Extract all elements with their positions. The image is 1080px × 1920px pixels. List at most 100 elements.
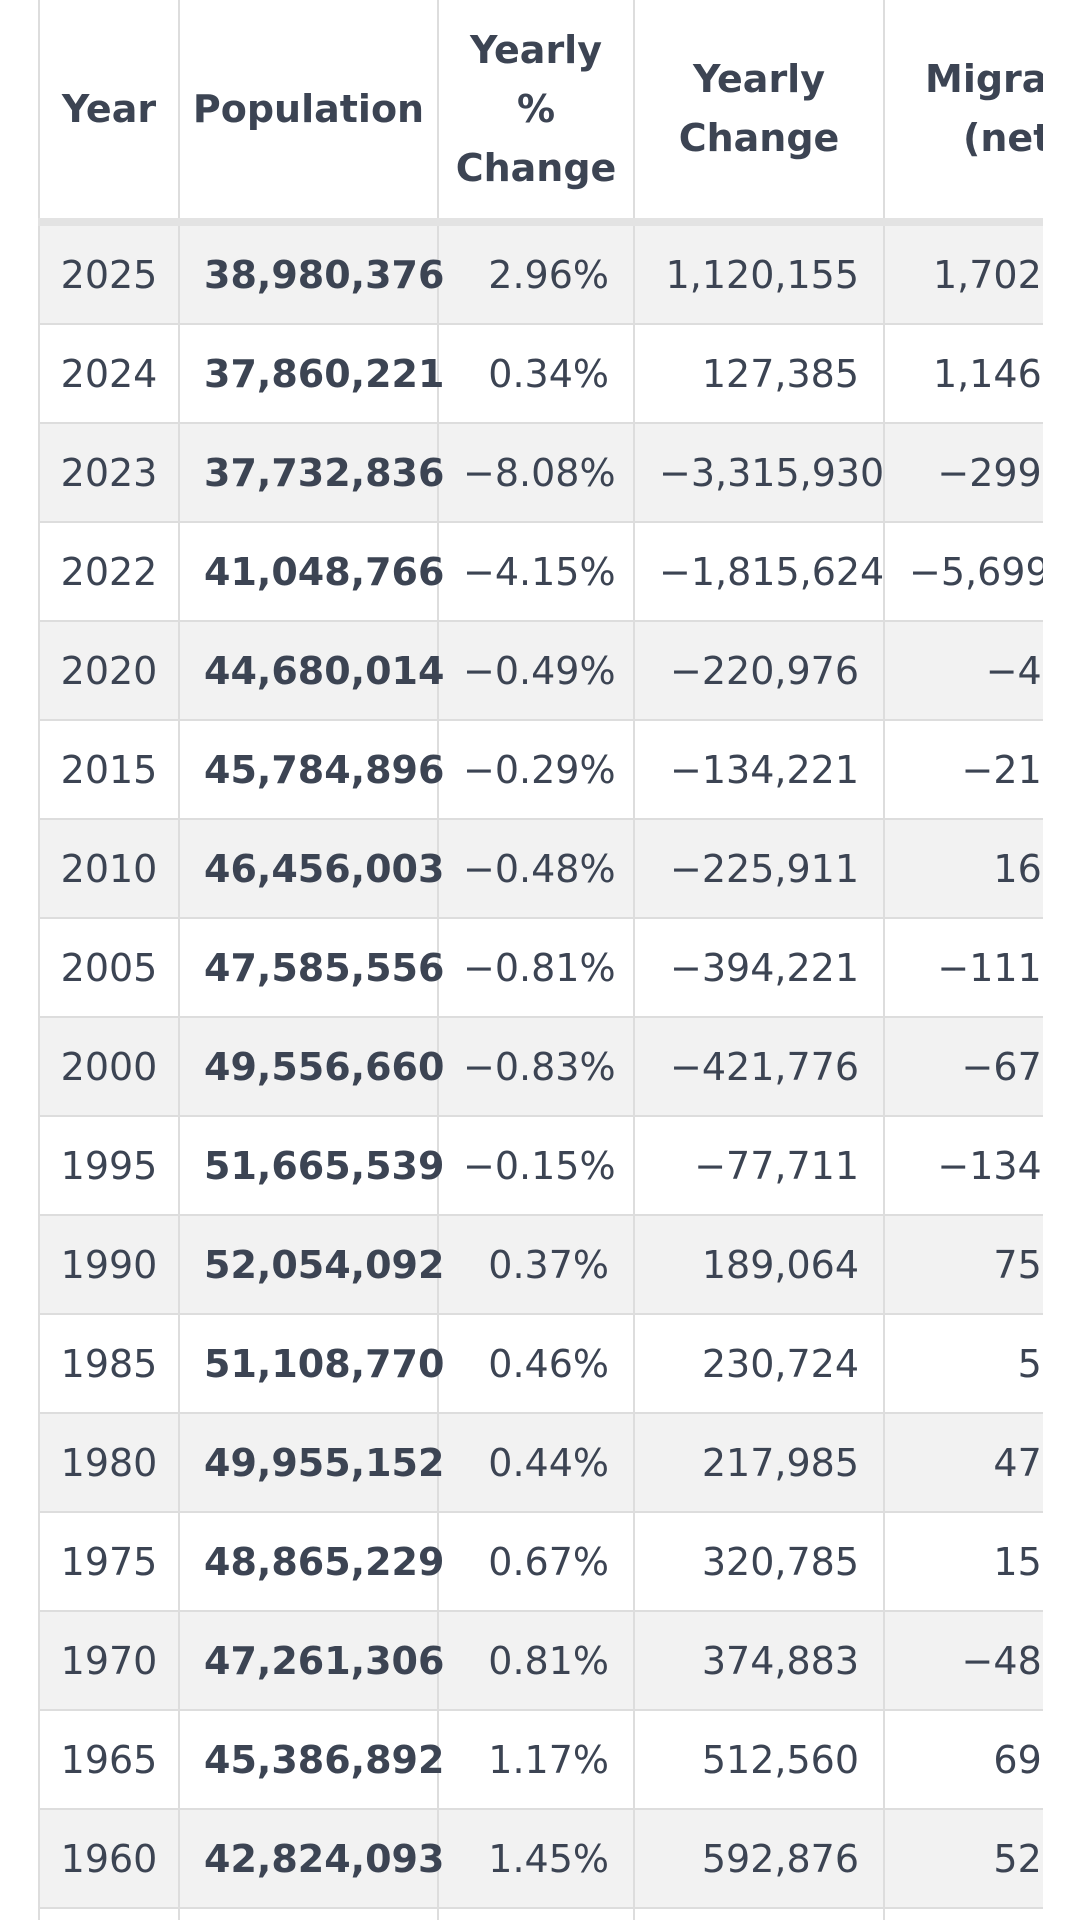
yearly-change-cell: −77,711 — [633, 1115, 885, 1216]
migrants-net-cell: 52,3 — [883, 1808, 1043, 1909]
population-cell: 44,680,014 — [178, 620, 444, 721]
population-cell: 52,054,092 — [178, 1214, 444, 1315]
yearly-change-cell: −225,911 — [633, 818, 885, 919]
yearly-percent-change-cell: −4.15% — [437, 521, 635, 622]
header-migrants-net[interactable]: Migrants (net) — [883, 0, 1043, 226]
yearly-percent-change-cell: −8.08% — [437, 422, 635, 523]
migrants-net-cell: 47,4 — [883, 1412, 1043, 1513]
yearly-percent-change-cell: 0.34% — [437, 323, 635, 424]
yearly-change-cell: −394,221 — [633, 917, 885, 1018]
population-cell: 45,386,892 — [178, 1709, 444, 1810]
yearly-change-cell: 374,883 — [633, 1610, 885, 1711]
year-cell: 1965 — [38, 1709, 180, 1810]
table-body: 202538,980,3762.96%1,120,1551,702,320243… — [38, 221, 1043, 1920]
migrants-net-cell: 1,146,0 — [883, 323, 1043, 424]
year-cell: 1955 — [38, 1907, 180, 1920]
header-yearly-percent-change[interactable]: Yearly % Change — [437, 0, 635, 226]
yearly-change-cell: −3,315,930 — [633, 422, 885, 523]
table-header: Year Population Yearly % Change Yearly C… — [38, 0, 1043, 226]
migrants-net-cell: 1,702,3 — [883, 221, 1043, 325]
year-cell: 2005 — [38, 917, 180, 1018]
population-cell: 48,865,229 — [178, 1511, 444, 1612]
yearly-percent-change-cell: 0.46% — [437, 1313, 635, 1414]
yearly-percent-change-cell: −0.81% — [437, 917, 635, 1018]
migrants-net-cell: −134,0 — [883, 1115, 1043, 1216]
header-population[interactable]: Population — [178, 0, 439, 226]
year-cell: 1995 — [38, 1115, 180, 1216]
yearly-percent-change-cell: 0.81% — [437, 1610, 635, 1711]
yearly-percent-change-cell: 0.44% — [437, 1412, 635, 1513]
year-cell: 2022 — [38, 521, 180, 622]
yearly-percent-change-cell: −0.29% — [437, 719, 635, 820]
year-cell: 2024 — [38, 323, 180, 424]
year-cell: 1970 — [38, 1610, 180, 1711]
yearly-percent-change-cell: −0.83% — [437, 1016, 635, 1117]
yearly-change-cell: 217,985 — [633, 1412, 885, 1513]
yearly-percent-change-cell: 0.37% — [437, 1214, 635, 1315]
yearly-change-cell: 1,120,155 — [633, 221, 885, 325]
migrants-net-cell: 16,0 — [883, 818, 1043, 919]
year-cell: 1990 — [38, 1214, 180, 1315]
migrants-net-cell — [883, 1907, 1043, 1920]
population-table-viewport[interactable]: Year Population Yearly % Change Yearly C… — [38, 0, 1043, 1920]
yearly-change-cell: 512,560 — [633, 1709, 885, 1810]
yearly-change-cell — [633, 1907, 885, 1920]
year-cell: 1985 — [38, 1313, 180, 1414]
yearly-change-cell: −421,776 — [633, 1016, 885, 1117]
population-cell: 47,261,306 — [178, 1610, 444, 1711]
yearly-percent-change-cell: 0.67% — [437, 1511, 635, 1612]
table-row: 1955 — [38, 1907, 1043, 1920]
year-cell: 1960 — [38, 1808, 180, 1909]
header-year[interactable]: Year — [38, 0, 180, 226]
header-yearly-change[interactable]: Yearly Change — [633, 0, 885, 226]
population-cell: 51,108,770 — [178, 1313, 444, 1414]
population-cell: 37,732,836 — [178, 422, 444, 523]
year-cell: 2000 — [38, 1016, 180, 1117]
migrants-net-cell: 5,5 — [883, 1313, 1043, 1414]
yearly-percent-change-cell: −0.48% — [437, 818, 635, 919]
year-cell: 2010 — [38, 818, 180, 919]
yearly-change-cell: −220,976 — [633, 620, 885, 721]
migrants-net-cell: −5,699,4 — [883, 521, 1043, 622]
yearly-change-cell: 320,785 — [633, 1511, 885, 1612]
year-cell: 2025 — [38, 221, 180, 325]
migrants-net-cell: 69,3 — [883, 1709, 1043, 1810]
year-cell: 2015 — [38, 719, 180, 820]
population-cell: 47,585,556 — [178, 917, 444, 1018]
population-cell: 38,980,376 — [178, 221, 444, 325]
yearly-percent-change-cell — [437, 1907, 635, 1920]
yearly-percent-change-cell: 2.96% — [437, 221, 635, 325]
population-cell: 51,665,539 — [178, 1115, 444, 1216]
migrants-net-cell: 75,7 — [883, 1214, 1043, 1315]
year-cell: 2023 — [38, 422, 180, 523]
population-cell: 41,048,766 — [178, 521, 444, 622]
yearly-percent-change-cell: 1.17% — [437, 1709, 635, 1810]
population-cell: 49,955,152 — [178, 1412, 444, 1513]
year-cell: 1975 — [38, 1511, 180, 1612]
yearly-percent-change-cell: −0.15% — [437, 1115, 635, 1216]
migrants-net-cell: −299,9 — [883, 422, 1043, 523]
yearly-percent-change-cell: 1.45% — [437, 1808, 635, 1909]
population-cell — [178, 1907, 439, 1920]
population-cell: 49,556,660 — [178, 1016, 444, 1117]
population-cell: 46,456,003 — [178, 818, 444, 919]
population-cell: 45,784,896 — [178, 719, 444, 820]
yearly-change-cell: 230,724 — [633, 1313, 885, 1414]
yearly-change-cell: −134,221 — [633, 719, 885, 820]
